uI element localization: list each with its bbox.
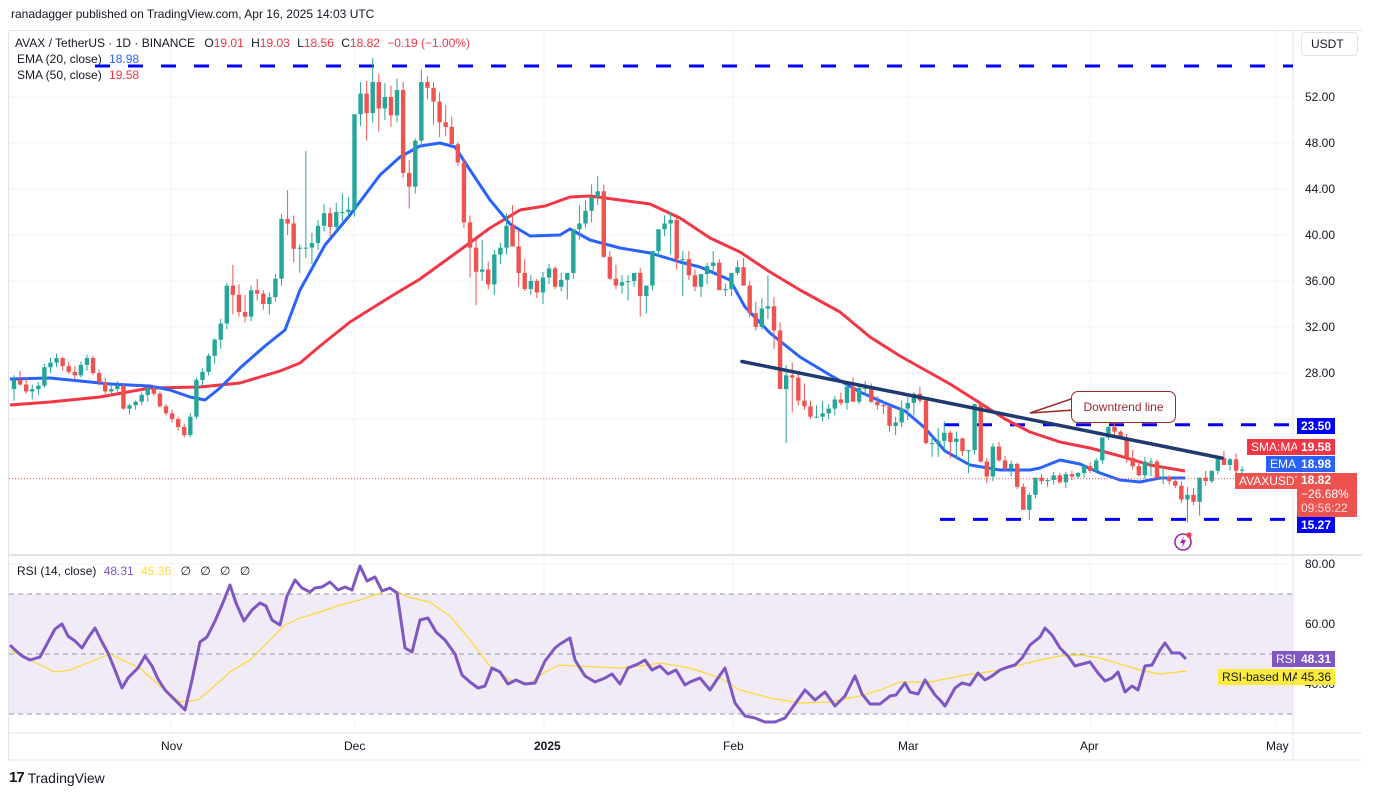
rsi-tag-label: RSI [1272,651,1301,667]
downtrend-line[interactable] [740,359,1224,460]
rsi-tag-value: 48.31 [1297,651,1336,667]
tv-logo-icon: 17 [9,769,25,786]
high-value: 19.03 [259,36,290,50]
horizontal-levels [95,64,1293,521]
rsi-ma-tag-label: RSI-based MA [1218,669,1305,685]
ema-legend[interactable]: EMA (20, close) 18.98 [17,52,140,66]
sma-value: 19.58 [109,68,140,82]
published-byline: ranadagger published on TradingView.com,… [11,7,375,21]
symbol-tag-label: AVAXUSDT [1235,473,1306,489]
lightning-alert-icon[interactable] [1173,531,1193,551]
chart-frame [8,30,1362,761]
time-tick: Dec [344,739,366,753]
rsi-tick: 60.00 [1305,617,1336,631]
ema-tag-value: 18.98 [1297,456,1336,472]
price-tick: 48.00 [1305,136,1336,150]
ema-value: 18.98 [109,52,140,66]
time-tick: May [1266,739,1289,753]
sma-tag-value: 19.58 [1297,439,1336,455]
open-value: 19.01 [213,36,244,50]
close-value: 18.82 [349,36,380,50]
last-price-tag: 18.82 −26.68% 09:56:22 [1297,473,1357,517]
price-tick: 28.00 [1305,366,1336,380]
callout-pointer [1029,396,1075,414]
price-tick: 44.00 [1305,182,1336,196]
time-tick: Feb [723,739,744,753]
ema-tag-label: EMA [1266,456,1301,472]
tradingview-logo[interactable]: 17 TradingView [9,769,105,786]
price-tick: 32.00 [1305,320,1336,334]
time-tick: Nov [161,739,183,753]
support-tag: 15.27 [1297,517,1336,533]
time-tick: Mar [898,739,919,753]
time-tick: Apr [1080,739,1099,753]
rsi-legend[interactable]: RSI (14, close) 48.31 45.36 ∅ ∅ ∅ ∅ [17,564,251,578]
currency-button[interactable]: USDT [1301,32,1358,56]
resistance-tag: 23.50 [1297,418,1336,434]
time-tick: 2025 [534,739,561,753]
candlesticks [11,57,1251,523]
rsi-line [8,564,1188,724]
rsi-guides [9,593,1293,715]
rsi-ma-value: 45.36 [141,564,172,578]
symbol-legend: AVAX / TetherUS · 1D · BINANCE O19.01 H1… [15,36,471,50]
downtrend-callout[interactable]: Downtrend line [1071,391,1176,423]
symbol-title[interactable]: AVAX / TetherUS · 1D · BINANCE [15,36,196,50]
sma-tag-label: SMA:MA [1247,439,1303,455]
low-value: 18.56 [303,36,334,50]
price-tick: 40.00 [1305,228,1336,242]
price-tick: 36.00 [1305,274,1336,288]
price-tick: 52.00 [1305,90,1336,104]
rsi-value: 48.31 [103,564,134,578]
rsi-tick: 80.00 [1305,557,1336,571]
change-value: −0.19 (−1.00%) [387,36,471,50]
rsi-ma-tag-value: 45.36 [1297,669,1336,685]
sma50-line [9,194,1186,473]
sma-legend[interactable]: SMA (50, close) 19.58 [17,68,140,82]
